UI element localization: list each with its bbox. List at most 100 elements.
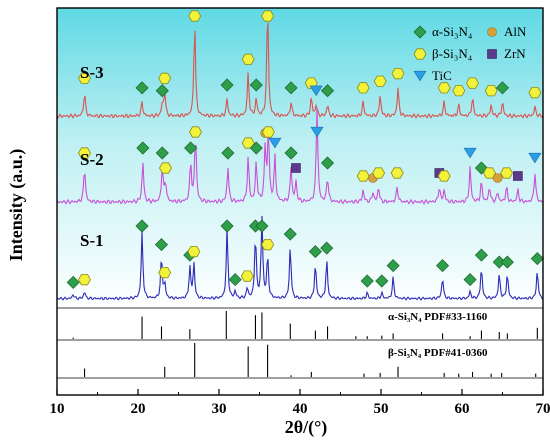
tic-marker [310, 126, 324, 138]
xrd-trace [56, 22, 544, 120]
legend-marker [487, 49, 497, 59]
alpha-si3n4-marker [320, 241, 334, 255]
alpha-si3n4-marker [221, 146, 235, 160]
alpha-si3n4-marker [320, 156, 335, 170]
beta-si3n4-marker [356, 170, 370, 182]
beta-si3n4-marker [528, 87, 542, 99]
beta-si3n4-marker [483, 167, 496, 179]
alpha-si3n4-marker [220, 78, 234, 92]
beta-si3n4-marker [500, 167, 513, 179]
sample-label: S-2 [80, 150, 104, 169]
legend-marker [413, 48, 427, 60]
legend-label: AlN [504, 24, 527, 39]
beta-si3n4-marker [437, 82, 451, 94]
alpha-si3n4-marker [255, 219, 269, 233]
beta-si3n4-marker [78, 273, 91, 286]
beta-si3n4-marker [78, 147, 91, 159]
x-axis-title: 2θ/(°) [285, 417, 328, 438]
x-tick-label: 10 [50, 401, 65, 417]
alpha-si3n4-marker [495, 81, 510, 95]
alpha-si3n4-marker [184, 141, 198, 155]
alpha-si3n4-marker [463, 273, 477, 287]
x-tick-label: 40 [293, 401, 308, 417]
legend-label: α-Si₃N₄ [432, 24, 473, 39]
tic-marker [463, 147, 477, 159]
aln-marker [492, 173, 503, 183]
beta-si3n4-marker [78, 72, 91, 84]
alpha-si3n4-marker [360, 274, 374, 288]
legend-marker [487, 27, 497, 37]
tic-marker [528, 152, 542, 164]
x-tick-label: 20 [131, 401, 146, 417]
legend-marker [413, 25, 427, 39]
xrd-traces [56, 22, 544, 301]
panel-backgrounds [57, 8, 543, 308]
legend-marker [413, 70, 427, 82]
x-tick-label: 70 [536, 401, 550, 417]
alpha-si3n4-marker [228, 273, 242, 287]
alpha-si3n4-marker [220, 219, 234, 233]
alpha-si3n4-marker [435, 259, 450, 273]
alpha-si3n4-marker [155, 84, 169, 98]
beta-si3n4-marker [240, 270, 254, 282]
beta-si3n4-marker [241, 53, 255, 65]
beta-si3n4-marker [484, 85, 498, 97]
tic-marker [309, 85, 323, 97]
alpha-si3n4-marker [136, 141, 150, 155]
beta-si3n4-marker [437, 170, 451, 182]
alpha-si3n4-marker [154, 238, 169, 252]
plot-background [57, 8, 543, 308]
beta-si3n4-marker [391, 68, 405, 80]
alpha-si3n4-marker [66, 275, 80, 289]
alpha-si3n4-marker [155, 146, 169, 160]
sample-label: S-3 [80, 63, 104, 82]
phase-markers: S-3 S-2 S-1 [66, 10, 544, 289]
alpha-si3n4-marker [500, 255, 514, 269]
x-tick-label: 60 [455, 401, 470, 417]
beta-si3n4-marker [466, 77, 479, 89]
x-tick-label: 30 [212, 401, 227, 417]
beta-si3n4-marker [158, 266, 172, 279]
alpha-si3n4-marker [283, 227, 297, 241]
y-axis-title: Intensity (a.u.) [6, 149, 27, 262]
beta-si3n4-marker [390, 167, 404, 179]
beta-si3n4-marker [159, 162, 172, 174]
beta-si3n4-marker [372, 167, 386, 179]
beta-si3n4-marker [189, 126, 202, 138]
beta-si3n4-marker [261, 126, 275, 138]
legend: α-Si₃N₄ AlN β-Si₃N₄ ZrN TiC [413, 24, 527, 83]
xrd-trace [56, 215, 544, 301]
x-tick-label: 50 [374, 401, 389, 417]
beta-si3n4-marker [187, 245, 201, 258]
reference-label: α-Si₃N₄ PDF#33-1160 [388, 311, 488, 323]
beta-si3n4-marker [188, 10, 202, 22]
alpha-si3n4-marker [249, 141, 263, 155]
zrn-marker [291, 163, 301, 173]
beta-si3n4-marker [261, 10, 275, 22]
alpha-si3n4-marker [135, 219, 149, 233]
beta-si3n4-marker [356, 82, 370, 94]
sample-label: S-1 [80, 231, 104, 250]
xrd-trace [56, 108, 544, 205]
alpha-si3n4-marker [284, 81, 298, 95]
alpha-si3n4-marker [320, 84, 335, 98]
reference-patterns: α-Si₃N₄ PDF#33-1160 β-Si₃N₄ PDF#41-0360 [57, 307, 543, 379]
alpha-si3n4-marker [530, 252, 544, 266]
beta-si3n4-marker [158, 72, 172, 84]
alpha-si3n4-marker [249, 78, 263, 92]
beta-si3n4-marker [452, 85, 466, 97]
alpha-si3n4-marker [284, 146, 298, 160]
legend-label: TiC [432, 68, 452, 83]
zrn-marker [513, 171, 523, 181]
x-axis-ticks: 10 20 30 40 50 60 70 [50, 389, 550, 417]
legend-label: ZrN [504, 46, 526, 61]
beta-si3n4-marker [373, 75, 387, 87]
alpha-si3n4-marker [375, 274, 389, 288]
legend-label: β-Si₃N₄ [432, 46, 473, 61]
alpha-si3n4-marker [474, 248, 489, 262]
alpha-si3n4-marker [386, 259, 400, 273]
alpha-si3n4-marker [135, 81, 149, 95]
tic-marker [268, 137, 282, 149]
alpha-si3n4-marker [308, 245, 322, 259]
